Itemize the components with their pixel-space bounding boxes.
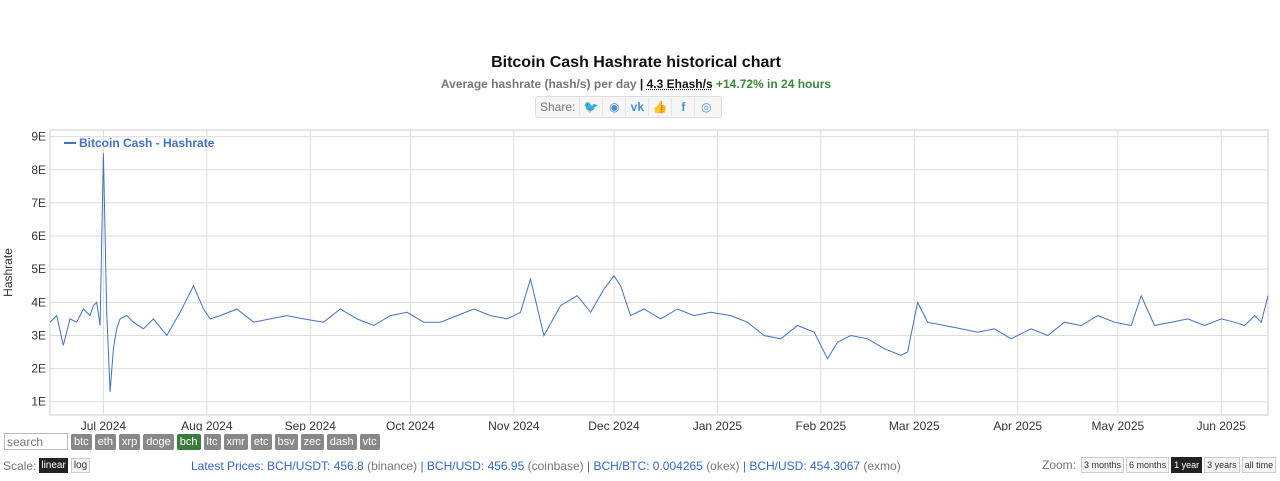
scale-control: Scale: linear log (3, 458, 91, 473)
like-icon[interactable]: 👍 (648, 98, 671, 116)
price-link[interactable]: BCH/USD: 456.95 (coinbase) (426, 459, 584, 473)
facebook-icon[interactable]: f (671, 98, 694, 116)
x-tick-label: Nov 2024 (488, 419, 540, 431)
scale-label: Scale: (3, 458, 37, 473)
coin-button-etc[interactable]: etc (250, 433, 272, 450)
coin-button-xrp[interactable]: xrp (118, 433, 141, 450)
scale-linear-button[interactable]: linear (39, 458, 68, 473)
vk-icon[interactable]: vk (625, 98, 648, 116)
y-tick-label: 6E (31, 229, 46, 243)
coin-button-doge[interactable]: doge (143, 433, 174, 450)
scale-log-button[interactable]: log (70, 458, 91, 473)
subtitle-separator: | (639, 77, 644, 91)
coin-button-dash[interactable]: dash (326, 433, 357, 450)
x-tick-label: Feb 2025 (795, 419, 846, 431)
zoom-button-3-months[interactable]: 3 months (1081, 457, 1125, 473)
y-tick-label: 9E (31, 130, 46, 144)
zoom-button-1-year[interactable]: 1 year (1171, 457, 1203, 473)
y-tick-label: 7E (31, 196, 46, 210)
x-tick-label: Sep 2024 (285, 419, 337, 431)
current-hashrate: 4.3 Ehash/s (646, 77, 713, 91)
price-source: (okex) (706, 459, 740, 473)
hashrate-change: +14.72% in 24 hours (716, 77, 832, 91)
y-tick-label: 5E (31, 262, 46, 276)
x-tick-label: May 2025 (1091, 419, 1144, 431)
y-axis-title: Hashrate (1, 248, 15, 297)
zoom-control: Zoom: 3 months 6 months 1 year 3 years all t… (1042, 457, 1277, 473)
x-tick-label: Oct 2024 (386, 419, 435, 431)
price-link[interactable]: BCH/USDT: 456.8 (binance) (267, 459, 418, 473)
x-tick-label: Dec 2024 (588, 419, 640, 431)
x-tick-label: Jul 2024 (81, 419, 127, 431)
price-source: (coinbase) (527, 459, 584, 473)
price-source: (binance) (367, 459, 418, 473)
series-line (49, 153, 1269, 392)
price-link[interactable]: BCH/BTC: 0.004265 (okex) (593, 459, 740, 473)
coin-button-bch[interactable]: bch (176, 433, 201, 450)
legend-label: Bitcoin Cash - Hashrate (79, 136, 215, 150)
y-tick-label: 8E (31, 163, 46, 177)
coin-button-zec[interactable]: zec (300, 433, 324, 450)
y-tick-label: 3E (31, 328, 46, 342)
coin-button-bsv[interactable]: bsv (274, 433, 298, 450)
x-tick-label: Apr 2025 (993, 419, 1042, 431)
weibo-icon[interactable]: ◎ (694, 98, 717, 116)
price-link[interactable]: BCH/USD: 454.3067 (exmo) (749, 459, 901, 473)
coin-list: btc eth xrp doge bch ltc xmr etc bsv zec dash vtc (71, 433, 380, 450)
price-separator: | (583, 459, 594, 473)
coin-button-btc[interactable]: btc (71, 433, 92, 450)
plot-area (49, 129, 1269, 416)
prices-label: Latest Prices: (191, 459, 268, 473)
page-title: Bitcoin Cash Hashrate historical chart (491, 54, 781, 71)
coin-button-eth[interactable]: eth (94, 433, 116, 450)
x-tick-label: Jan 2025 (693, 419, 743, 431)
twitter-icon[interactable]: 🐦 (579, 98, 602, 116)
y-tick-label: 1E (31, 395, 46, 409)
zoom-button-6-months[interactable]: 6 months (1126, 457, 1170, 473)
x-tick-label: Mar 2025 (889, 419, 940, 431)
search-input[interactable] (4, 433, 68, 450)
chart-subtitle: Average hashrate (hash/s) per day | 4.3 … (0, 77, 1272, 91)
coin-button-xmr[interactable]: xmr (223, 433, 248, 450)
y-tick-label: 4E (31, 295, 46, 309)
reddit-icon[interactable]: ◉ (602, 98, 625, 116)
y-tick-label: 2E (31, 362, 46, 376)
latest-prices: Latest Prices: BCH/USDT: 456.8 (binance)… (191, 459, 901, 473)
zoom-button-3-years[interactable]: 3 years (1204, 457, 1240, 473)
price-separator: | (417, 459, 427, 473)
share-label: Share: (540, 100, 576, 114)
x-tick-label: Aug 2024 (181, 419, 233, 431)
share-bar: Share: 🐦 ◉ vk 👍 f ◎ (535, 96, 723, 118)
price-separator: | (739, 459, 750, 473)
price-source: (exmo) (863, 459, 901, 473)
zoom-label: Zoom: (1042, 458, 1077, 472)
coin-button-vtc[interactable]: vtc (359, 433, 380, 450)
coin-button-ltc[interactable]: ltc (203, 433, 221, 450)
subtitle-text: Average hashrate (hash/s) per day (440, 77, 637, 91)
zoom-button-all-time[interactable]: all time (1241, 457, 1277, 473)
x-tick-label: Jun 2025 (1197, 419, 1247, 431)
hashrate-chart: 1E 2E 3E 4E 5E 6E 7E 8E 9E Jul 2024 Aug 2024 Sep 20… (1, 129, 1269, 431)
